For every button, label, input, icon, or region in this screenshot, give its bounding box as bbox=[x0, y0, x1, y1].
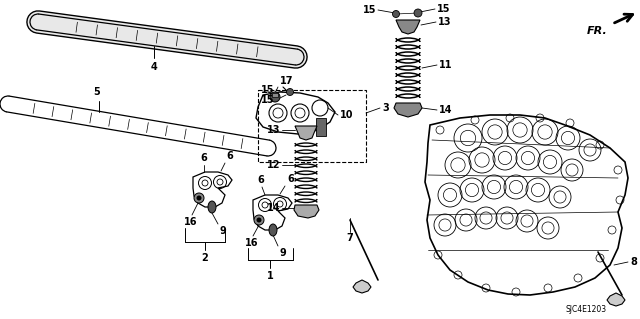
Polygon shape bbox=[294, 205, 319, 218]
Circle shape bbox=[194, 193, 204, 203]
Text: 9: 9 bbox=[219, 226, 226, 236]
Text: 10: 10 bbox=[340, 110, 353, 120]
Ellipse shape bbox=[208, 201, 216, 213]
Circle shape bbox=[270, 92, 280, 102]
Text: 16: 16 bbox=[184, 217, 198, 227]
Text: 17: 17 bbox=[280, 76, 294, 86]
Text: 5: 5 bbox=[93, 87, 100, 97]
Bar bbox=[272, 93, 278, 97]
Text: FR.: FR. bbox=[588, 26, 608, 36]
Text: 4: 4 bbox=[151, 62, 157, 72]
Circle shape bbox=[254, 215, 264, 225]
Text: 14: 14 bbox=[266, 203, 280, 213]
Text: SJC4E1203: SJC4E1203 bbox=[565, 305, 606, 314]
Polygon shape bbox=[396, 20, 420, 34]
Text: 11: 11 bbox=[439, 60, 452, 70]
Text: 9: 9 bbox=[279, 248, 285, 258]
Text: 6: 6 bbox=[258, 175, 264, 185]
Text: 16: 16 bbox=[245, 238, 259, 248]
Text: 15: 15 bbox=[437, 4, 451, 14]
Bar bbox=[316, 118, 326, 136]
Text: 13: 13 bbox=[438, 17, 451, 27]
Text: 15: 15 bbox=[362, 5, 376, 15]
Text: 1: 1 bbox=[267, 271, 273, 281]
Circle shape bbox=[414, 9, 422, 17]
Text: 2: 2 bbox=[202, 253, 209, 263]
Polygon shape bbox=[353, 280, 371, 293]
Text: 3: 3 bbox=[382, 103, 388, 113]
Ellipse shape bbox=[269, 224, 277, 236]
Bar bbox=[258, 90, 366, 162]
Circle shape bbox=[196, 196, 202, 201]
Text: 7: 7 bbox=[347, 233, 353, 243]
Text: 8: 8 bbox=[630, 257, 637, 267]
Polygon shape bbox=[394, 103, 422, 117]
Text: 12: 12 bbox=[266, 160, 280, 170]
Text: 6: 6 bbox=[287, 174, 294, 184]
Text: 6: 6 bbox=[226, 151, 233, 161]
Circle shape bbox=[257, 218, 262, 222]
Circle shape bbox=[392, 11, 399, 18]
Polygon shape bbox=[295, 126, 317, 140]
Text: 6: 6 bbox=[200, 153, 207, 163]
Circle shape bbox=[287, 88, 294, 95]
Text: 15: 15 bbox=[260, 95, 274, 105]
Text: 13: 13 bbox=[266, 125, 280, 135]
Polygon shape bbox=[607, 293, 625, 306]
Text: 14: 14 bbox=[439, 105, 452, 115]
Text: 15: 15 bbox=[260, 85, 274, 95]
